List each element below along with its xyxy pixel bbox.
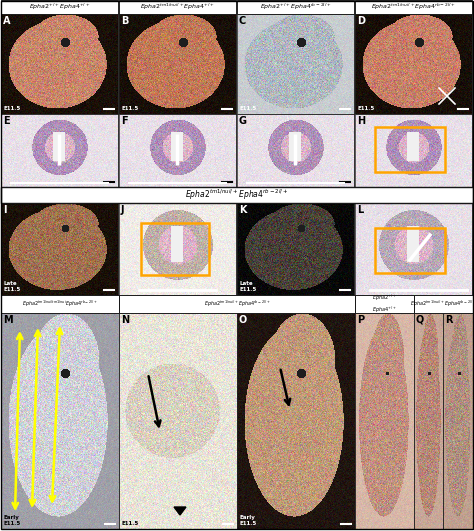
Text: E11.5: E11.5 bbox=[122, 521, 139, 526]
Bar bbox=[237, 0, 354, 14]
Text: $\it{Epha2}^{\it{+/+}}$$\it{Epha4}^{\it{+/+}}$: $\it{Epha2}^{\it{+/+}}$$\it{Epha4}^{\it{… bbox=[29, 2, 90, 12]
Bar bbox=[237, 14, 354, 114]
Text: E11.5: E11.5 bbox=[122, 106, 139, 111]
Text: L: L bbox=[357, 205, 363, 215]
Bar bbox=[355, 114, 472, 187]
Text: E: E bbox=[3, 116, 9, 126]
Text: B: B bbox=[121, 16, 128, 26]
Polygon shape bbox=[174, 507, 186, 515]
Bar bbox=[355, 203, 472, 295]
Bar bbox=[141, 223, 209, 275]
Text: D: D bbox=[357, 16, 365, 26]
Text: A: A bbox=[3, 16, 10, 26]
Bar bbox=[375, 228, 445, 273]
Text: Early
E11.5: Early E11.5 bbox=[4, 515, 21, 526]
Bar bbox=[355, 114, 472, 187]
Text: G: G bbox=[239, 116, 247, 126]
Bar bbox=[119, 114, 236, 187]
Bar bbox=[119, 313, 237, 529]
Text: E11.5: E11.5 bbox=[4, 106, 21, 111]
Bar bbox=[119, 203, 236, 295]
Bar bbox=[355, 313, 414, 529]
Text: H: H bbox=[357, 116, 365, 126]
Bar bbox=[1, 14, 118, 114]
Bar bbox=[443, 313, 473, 529]
Text: I: I bbox=[3, 205, 7, 215]
Bar bbox=[355, 313, 414, 529]
Bar bbox=[443, 313, 473, 529]
Bar bbox=[237, 203, 354, 295]
Bar bbox=[119, 114, 236, 187]
Bar bbox=[355, 14, 472, 114]
Text: R: R bbox=[445, 315, 453, 325]
Bar bbox=[119, 313, 237, 529]
Bar bbox=[414, 313, 443, 529]
Text: E11.5: E11.5 bbox=[358, 106, 375, 111]
Bar bbox=[1, 313, 119, 529]
Text: $\it{Epha2}^{\it{tm1/nui/+}}$$\it{Epha4}^{\it{rb-2l/+}}$: $\it{Epha2}^{\it{tm1/nui/+}}$$\it{Epha4}… bbox=[410, 299, 474, 309]
Text: $\it{Epha2}^{\it{+/+}}$
$\it{Epha4}^{\it{+/+}}$: $\it{Epha2}^{\it{+/+}}$ $\it{Epha4}^{\it… bbox=[372, 293, 397, 315]
Text: Q: Q bbox=[416, 315, 424, 325]
Text: J: J bbox=[121, 205, 125, 215]
Text: $\it{Epha2}^{\it{tm1/nui/+}}$$\it{Epha4}^{\it{rb-2l/+}}$: $\it{Epha2}^{\it{tm1/nui/+}}$$\it{Epha4}… bbox=[185, 188, 289, 202]
Bar bbox=[375, 127, 445, 172]
Text: $\it{Epha2}^{\it{tm1/nui/tm1/nui}}$$\it{Epha4}^{\it{rb-2l/+}}$: $\it{Epha2}^{\it{tm1/nui/tm1/nui}}$$\it{… bbox=[22, 299, 98, 309]
Bar bbox=[1, 14, 118, 114]
Bar bbox=[355, 203, 472, 295]
Bar bbox=[414, 313, 443, 529]
Bar bbox=[1, 114, 118, 187]
Text: $\it{Epha2}^{\it{tm1/nui/+}}$$\it{Epha4}^{\it{rb-2l/+}}$: $\it{Epha2}^{\it{tm1/nui/+}}$$\it{Epha4}… bbox=[204, 299, 270, 309]
Text: K: K bbox=[239, 205, 246, 215]
Bar bbox=[355, 14, 472, 114]
Bar bbox=[119, 203, 236, 295]
Text: $\it{Epha2}^{\it{+/+}}$$\it{Epha4}^{\it{rb-2l/+}}$: $\it{Epha2}^{\it{+/+}}$$\it{Epha4}^{\it{… bbox=[260, 2, 331, 12]
Text: E11.5: E11.5 bbox=[240, 106, 257, 111]
Text: C: C bbox=[239, 16, 246, 26]
Text: $\it{Epha2}^{\it{tm1/nui/+}}$$\it{Epha4}^{\it{rb-2l/+}}$: $\it{Epha2}^{\it{tm1/nui/+}}$$\it{Epha4}… bbox=[371, 2, 456, 12]
Text: Late
E11.5: Late E11.5 bbox=[240, 281, 257, 292]
Bar bbox=[1, 203, 118, 295]
Bar bbox=[1, 0, 118, 14]
Text: O: O bbox=[239, 315, 247, 325]
Bar bbox=[237, 14, 354, 114]
Bar bbox=[1, 114, 118, 187]
Bar bbox=[1, 203, 118, 295]
Bar bbox=[119, 0, 236, 14]
Text: Early
E11.5: Early E11.5 bbox=[240, 515, 257, 526]
Bar bbox=[119, 14, 236, 114]
Bar bbox=[1, 187, 473, 203]
Bar bbox=[237, 114, 354, 187]
Bar bbox=[1, 313, 119, 529]
Bar bbox=[119, 295, 355, 313]
Bar bbox=[355, 0, 472, 14]
Bar bbox=[237, 203, 354, 295]
Bar bbox=[237, 313, 355, 529]
Text: N: N bbox=[121, 315, 129, 325]
Text: $\it{Epha2}^{\it{tm1/nui/+}}$$\it{Epha4}^{\it{+/+}}$: $\it{Epha2}^{\it{tm1/nui/+}}$$\it{Epha4}… bbox=[140, 2, 215, 12]
Bar bbox=[119, 14, 236, 114]
Text: Late
E11.5: Late E11.5 bbox=[4, 281, 21, 292]
Bar bbox=[1, 295, 119, 313]
Text: M: M bbox=[3, 315, 13, 325]
Bar bbox=[355, 295, 414, 313]
Bar bbox=[237, 114, 354, 187]
Bar bbox=[237, 313, 355, 529]
Bar bbox=[414, 295, 473, 313]
Text: P: P bbox=[357, 315, 364, 325]
Text: F: F bbox=[121, 116, 128, 126]
